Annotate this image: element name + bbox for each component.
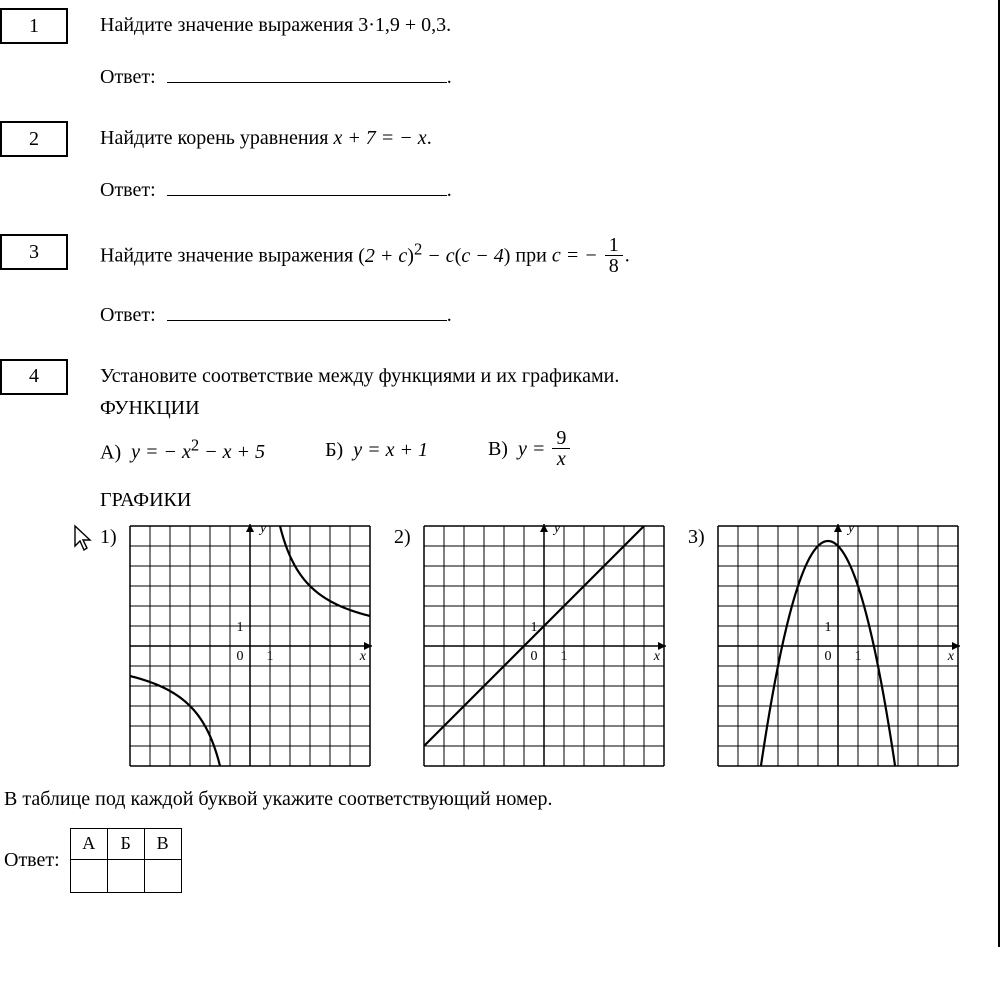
svg-text:y: y — [552, 522, 561, 536]
graphs-title: ГРАФИКИ — [100, 489, 978, 512]
problem-number-box: 2 — [0, 121, 68, 157]
problem-3: 3 Найдите значение выражения (2 + c)2 − … — [0, 236, 978, 337]
problem-4: 4 Установите соответствие между функциям… — [0, 361, 978, 903]
problem-body: Найдите значение выражения 3·1,9 + 0,3. … — [100, 10, 978, 99]
function-expr: y = − x2 − x + 5 — [131, 441, 265, 463]
fraction-den: 8 — [605, 256, 623, 276]
fraction: 18 — [605, 235, 623, 276]
table-prompt: В таблице под каждой буквой укажите соот… — [4, 784, 978, 814]
prompt-mid: при — [510, 245, 551, 267]
graph-label: 3) — [688, 522, 714, 549]
svg-text:0: 0 — [825, 649, 832, 664]
problem-2: 2 Найдите корень уравнения x + 7 = − x. … — [0, 123, 978, 212]
function-label: В) — [488, 438, 508, 460]
graph-svg: 0 1 1 x y — [126, 522, 374, 770]
problem-number: 2 — [29, 128, 39, 151]
svg-text:x: x — [653, 649, 661, 664]
function-a: А) y = − x2 − x + 5 — [100, 436, 265, 465]
prompt-text: Найдите значение выражения — [100, 14, 358, 36]
cursor-icon — [72, 524, 94, 552]
graph-label: 1) — [100, 522, 126, 549]
table-cell[interactable] — [70, 859, 107, 892]
table-header: А — [70, 828, 107, 859]
function-c: В) y = 9x — [488, 430, 572, 471]
table-cell[interactable] — [107, 859, 144, 892]
problem-1: 1 Найдите значение выражения 3·1,9 + 0,3… — [0, 10, 978, 99]
svg-text:x: x — [947, 649, 955, 664]
table-cell[interactable] — [144, 859, 181, 892]
svg-text:1: 1 — [855, 649, 862, 664]
fraction: 9x — [552, 428, 570, 469]
svg-text:1: 1 — [825, 620, 832, 635]
function-expr: y = — [518, 438, 550, 460]
answer-row: Ответ: А Б В — [4, 828, 978, 893]
answer-label: Ответ: — [100, 179, 156, 201]
graph-svg: 0 1 1 x y — [714, 522, 962, 770]
graph-label: 2) — [394, 522, 420, 549]
problem-number: 3 — [29, 241, 39, 264]
function-b: Б) y = x + 1 — [325, 439, 428, 462]
answer-row: Ответ: . — [100, 298, 978, 327]
prompt-suffix: . — [446, 14, 451, 36]
problem-prompt: Установите соответствие между функциями … — [100, 361, 978, 391]
graphs-row: 1) 0 1 1 x y 2) 0 1 1 x y 3) 0 1 1 x y — [100, 522, 978, 770]
svg-text:1: 1 — [237, 620, 244, 635]
problem-number-box: 1 — [0, 8, 68, 44]
svg-text:y: y — [846, 522, 855, 536]
prompt-text: Найдите значение выражения — [100, 245, 358, 267]
answer-blank[interactable] — [167, 60, 447, 83]
table-header: В — [144, 828, 181, 859]
problem-number-box: 3 — [0, 234, 68, 270]
fraction-den: x — [552, 449, 570, 469]
answer-blank[interactable] — [167, 173, 447, 196]
math-expression: (2 + c)2 − c(c − 4) — [358, 245, 510, 267]
answer-label: Ответ: — [100, 66, 156, 88]
svg-text:0: 0 — [237, 649, 244, 664]
fraction-num: 9 — [552, 428, 570, 449]
problem-body: Найдите значение выражения (2 + c)2 − c(… — [100, 236, 978, 337]
svg-text:0: 0 — [531, 649, 538, 664]
svg-text:y: y — [258, 522, 267, 536]
functions-row: А) y = − x2 − x + 5 Б) y = x + 1 В) y = … — [100, 430, 978, 471]
problem-body: Установите соответствие между функциями … — [100, 361, 978, 903]
answer-row: Ответ: . — [100, 173, 978, 202]
problem-body: Найдите корень уравнения x + 7 = − x. От… — [100, 123, 978, 212]
answer-blank[interactable] — [167, 298, 447, 321]
problem-number: 4 — [29, 365, 39, 388]
svg-text:x: x — [359, 649, 367, 664]
function-label: Б) — [325, 439, 343, 461]
svg-text:1: 1 — [267, 649, 274, 664]
answer-table: А Б В — [70, 828, 182, 893]
graph-1: 1) 0 1 1 x y — [100, 522, 374, 770]
answer-label: Ответ: — [100, 304, 156, 326]
graph-3: 3) 0 1 1 x y — [688, 522, 962, 770]
prompt-suffix: . — [625, 245, 630, 267]
problem-prompt: Найдите корень уравнения x + 7 = − x. — [100, 123, 978, 153]
graph-svg: 011xy — [420, 522, 668, 770]
functions-title: ФУНКЦИИ — [100, 397, 978, 420]
graph-2: 2) 011xy — [394, 522, 668, 770]
problem-prompt: Найдите значение выражения (2 + c)2 − c(… — [100, 236, 978, 278]
function-label: А) — [100, 441, 121, 463]
answer-label: Ответ: — [4, 849, 60, 872]
math-expression: x + 7 = − x — [333, 127, 426, 149]
fraction-num: 1 — [605, 235, 623, 256]
answer-row: Ответ: . — [100, 60, 978, 89]
problem-number: 1 — [29, 15, 39, 38]
prompt-suffix: . — [427, 127, 432, 149]
prompt-text: Найдите корень уравнения — [100, 127, 333, 149]
function-expr: y = x + 1 — [353, 439, 428, 461]
table-header: Б — [107, 828, 144, 859]
math-expression: 3·1,9 + 0,3 — [358, 14, 446, 36]
c-equals: c = − — [552, 245, 603, 267]
svg-text:1: 1 — [561, 649, 568, 664]
problem-number-box: 4 — [0, 359, 68, 395]
problem-prompt: Найдите значение выражения 3·1,9 + 0,3. — [100, 10, 978, 40]
